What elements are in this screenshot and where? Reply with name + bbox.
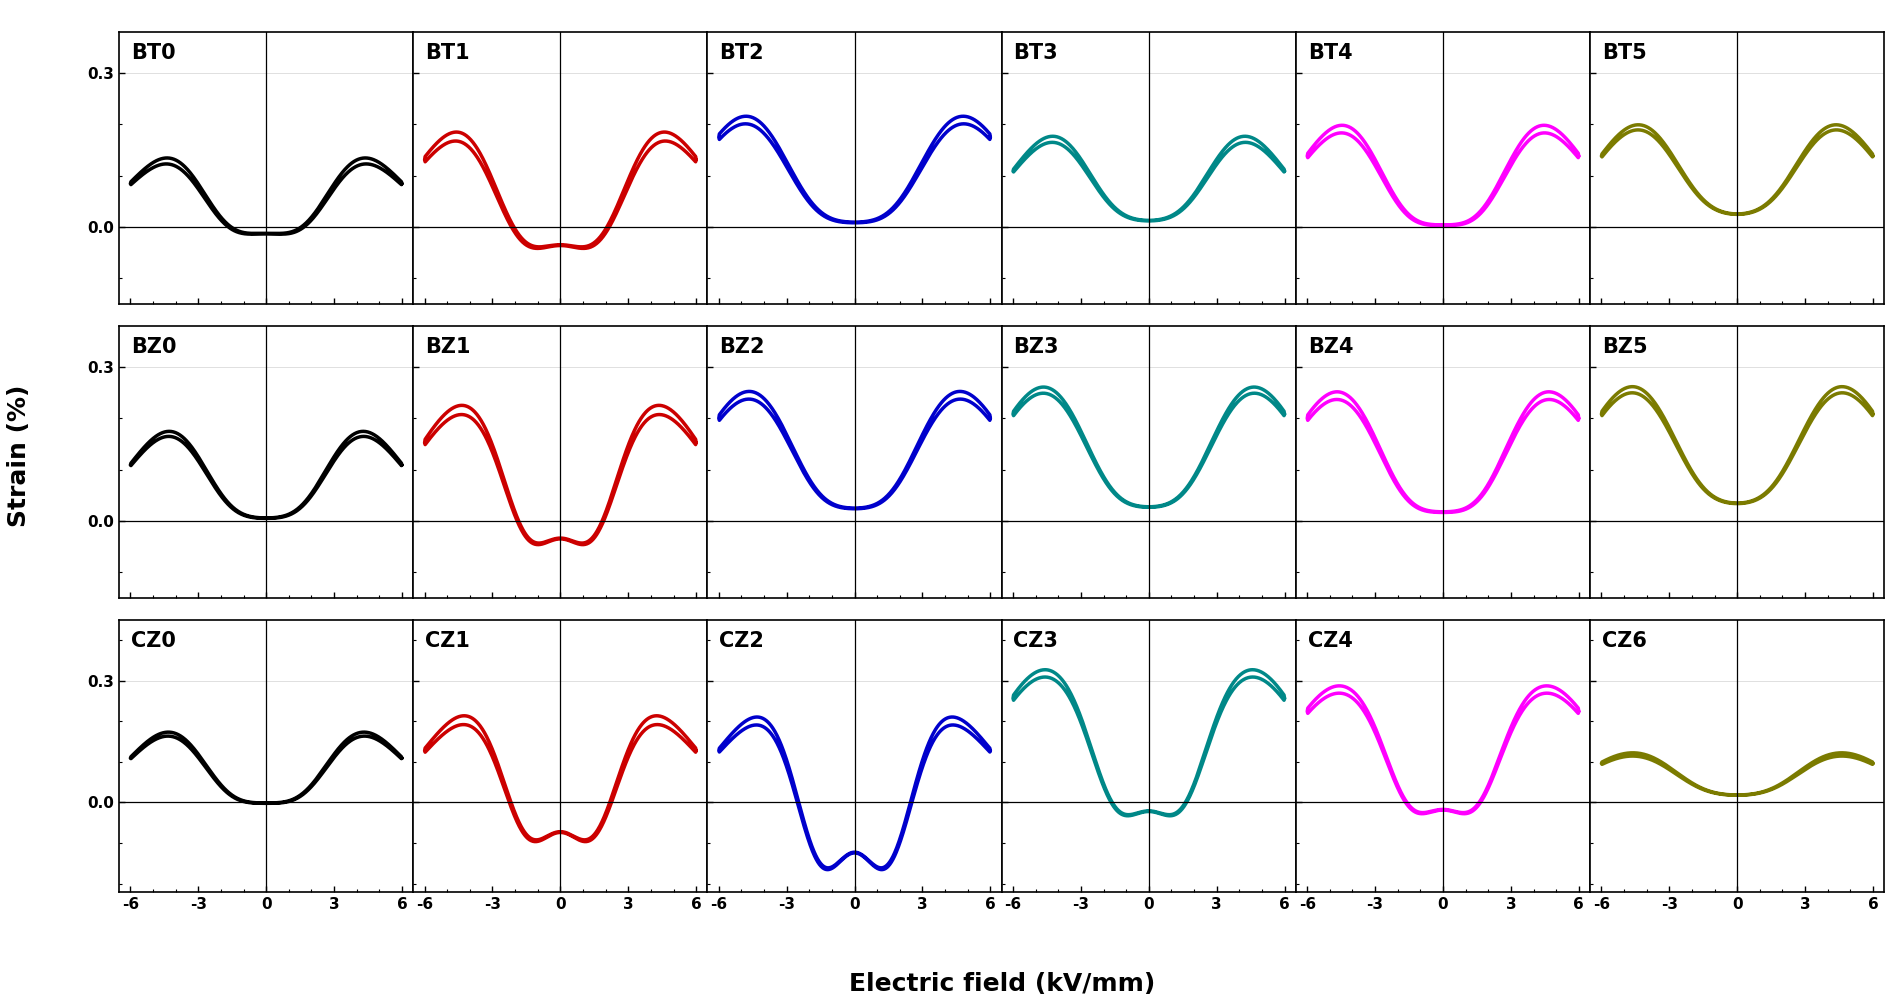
Text: CZ2: CZ2 xyxy=(720,630,763,650)
Text: BT2: BT2 xyxy=(720,43,763,63)
Text: BT1: BT1 xyxy=(425,43,470,63)
Text: CZ1: CZ1 xyxy=(425,630,470,650)
Text: BZ3: BZ3 xyxy=(1013,337,1058,357)
Text: BZ2: BZ2 xyxy=(720,337,765,357)
Text: CZ4: CZ4 xyxy=(1307,630,1353,650)
Text: CZ0: CZ0 xyxy=(130,630,176,650)
Text: BT0: BT0 xyxy=(130,43,176,63)
Text: BZ0: BZ0 xyxy=(130,337,176,357)
Text: BZ4: BZ4 xyxy=(1307,337,1353,357)
Text: CZ6: CZ6 xyxy=(1602,630,1645,650)
Text: Strain (%): Strain (%) xyxy=(8,385,30,527)
Text: Electric field (kV/mm): Electric field (kV/mm) xyxy=(848,972,1154,996)
Text: BT4: BT4 xyxy=(1307,43,1353,63)
Text: BZ5: BZ5 xyxy=(1602,337,1647,357)
Text: BZ1: BZ1 xyxy=(425,337,470,357)
Text: CZ3: CZ3 xyxy=(1013,630,1058,650)
Text: BT3: BT3 xyxy=(1013,43,1058,63)
Text: BT5: BT5 xyxy=(1602,43,1645,63)
